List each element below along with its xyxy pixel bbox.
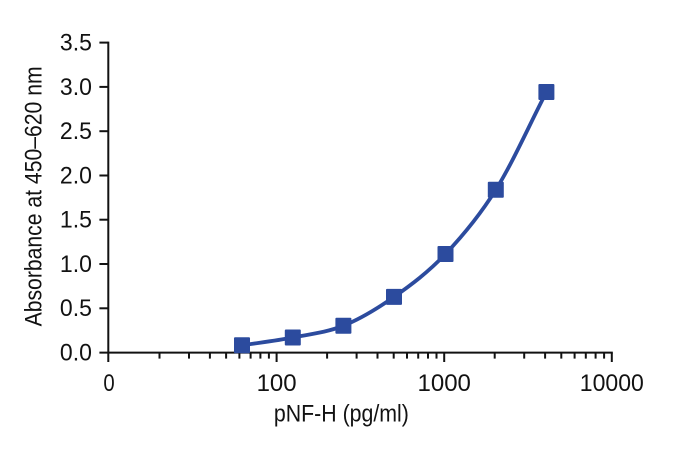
svg-text:3.0: 3.0 [60, 74, 92, 101]
svg-text:100: 100 [257, 370, 297, 397]
svg-text:3.5: 3.5 [60, 30, 92, 57]
svg-text:1.0: 1.0 [60, 251, 92, 278]
svg-text:1.5: 1.5 [60, 207, 92, 234]
svg-text:2.5: 2.5 [60, 118, 92, 145]
svg-text:1000: 1000 [418, 370, 471, 397]
svg-text:0: 0 [103, 370, 114, 397]
svg-text:10000: 10000 [580, 370, 644, 397]
svg-text:0.0: 0.0 [60, 340, 92, 367]
svg-text:pNF-H (pg/ml): pNF-H (pg/ml) [274, 401, 409, 428]
svg-text:Absorbance at 450–620 nm: Absorbance at 450–620 nm [21, 66, 48, 326]
svg-text:2.0: 2.0 [60, 162, 92, 189]
svg-text:0.5: 0.5 [60, 295, 92, 322]
